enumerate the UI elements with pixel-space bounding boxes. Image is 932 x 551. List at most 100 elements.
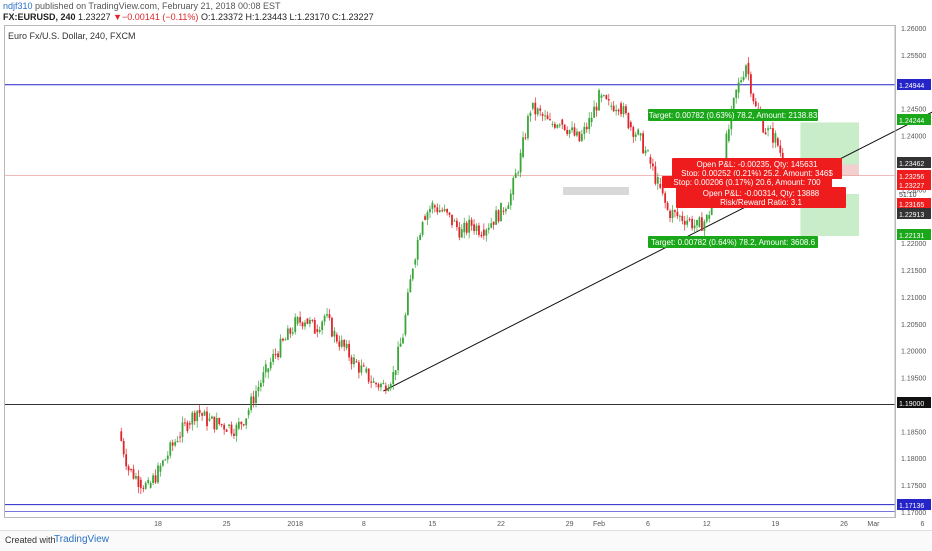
candle-body [397,346,399,371]
candle-body [779,145,782,153]
candle-body [487,227,490,230]
position1-target-box [648,109,818,121]
candle-body [693,225,696,229]
candle-body [436,207,439,213]
candle-body [664,193,667,203]
candle-body [328,314,331,318]
candle-body [355,361,358,363]
countdown-timer: 51:10 [899,192,917,199]
candle-body [411,268,414,280]
candle-body [424,216,426,220]
candle-body [588,118,591,130]
candle-body [223,424,226,430]
x-tick-label: 19 [772,521,780,528]
candle-body [774,133,777,143]
publish-info: ndjf310 published on TradingView.com, Fe… [3,1,281,11]
candle-body [159,465,162,472]
candle-body [747,62,750,75]
candle-body [392,372,395,385]
candle-body [610,105,613,107]
y-tick-label: 1.17000 [901,510,926,517]
candle-body [745,65,747,77]
candle-body [505,208,507,212]
candle-body [350,357,353,365]
candle-body [220,424,223,426]
tradingview-logo[interactable]: TradingView [54,534,110,545]
candle-body [402,337,404,344]
candle-body [612,105,615,112]
candle-body [120,431,123,441]
candle-body [245,418,248,426]
candle-body [218,417,221,425]
candle-body [147,479,150,484]
candle-body [321,321,324,331]
candle-body [678,215,681,217]
candle-body [566,130,569,135]
candle-body [625,106,627,114]
candle-body [289,328,292,334]
candle-body [304,322,306,327]
last-price: 1.23227 [78,12,111,22]
candle-body [659,183,662,188]
price-tag [897,229,931,240]
x-tick-label: Feb [593,521,605,528]
candle-body [176,440,179,442]
candle-body [470,219,473,226]
candle-body [296,317,299,324]
price-tag-label: 1.24244 [899,118,924,125]
candle-body [708,214,711,219]
candle-body [539,108,542,111]
candle-body [551,123,554,125]
position1-loss-text: Stop: 0.00252 (0.21%) 25.2, Amount: 346$ [681,169,833,178]
candle-body [277,353,279,358]
candle-body [274,354,277,356]
candle-body [632,127,635,137]
ohlc-values: O:1.23372 H:1.23443 L:1.23170 C:1.23227 [200,12,374,22]
y-tick-label: 1.21000 [901,295,926,302]
candle-body [198,409,201,414]
candle-body [473,224,475,231]
author-link[interactable]: ndjf310 [3,1,33,11]
candle-body [524,137,527,139]
candle-body [282,338,284,341]
candle-body [377,384,380,388]
candle-body [617,109,620,112]
candle-body [139,479,142,488]
candle-body [208,418,211,421]
price-chart[interactable]: 1.260001.255001.250001.245001.240001.235… [0,0,932,530]
candle-body [372,381,375,383]
x-tick-label: 2018 [287,521,303,528]
candle-body [142,487,145,489]
candle-body [306,318,309,324]
y-tick-label: 1.26000 [901,26,926,33]
candle-body [166,455,169,460]
symbol-name: FX:EURUSD, 240 [3,12,76,22]
candle-body [331,317,333,337]
candle-body [725,133,728,161]
x-tick-label: 15 [429,521,437,528]
candle-body [419,234,422,240]
candle-body [335,334,338,342]
y-tick-label: 1.17500 [901,483,926,490]
candle-body [661,187,664,194]
symbol-info: FX:EURUSD, 240 1.23227 ▼−0.00141 (−0.11%… [3,12,374,22]
candle-body [544,115,546,117]
candle-body [458,227,461,238]
candle-body [171,442,174,446]
candle-body [360,365,363,373]
candle-body [438,210,441,213]
candle-body [561,119,564,125]
candle-body [380,383,382,388]
candle-body [186,422,189,431]
candle-body [500,202,502,222]
y-tick-label: 1.20000 [901,349,926,356]
price-tag [897,198,931,209]
candle-body [644,150,647,154]
candle-body [676,211,679,217]
candle-body [507,205,510,209]
candle-body [225,429,228,432]
candle-body [762,117,765,133]
candle-body [279,338,282,358]
candle-body [701,217,703,231]
candle-body [242,424,245,426]
